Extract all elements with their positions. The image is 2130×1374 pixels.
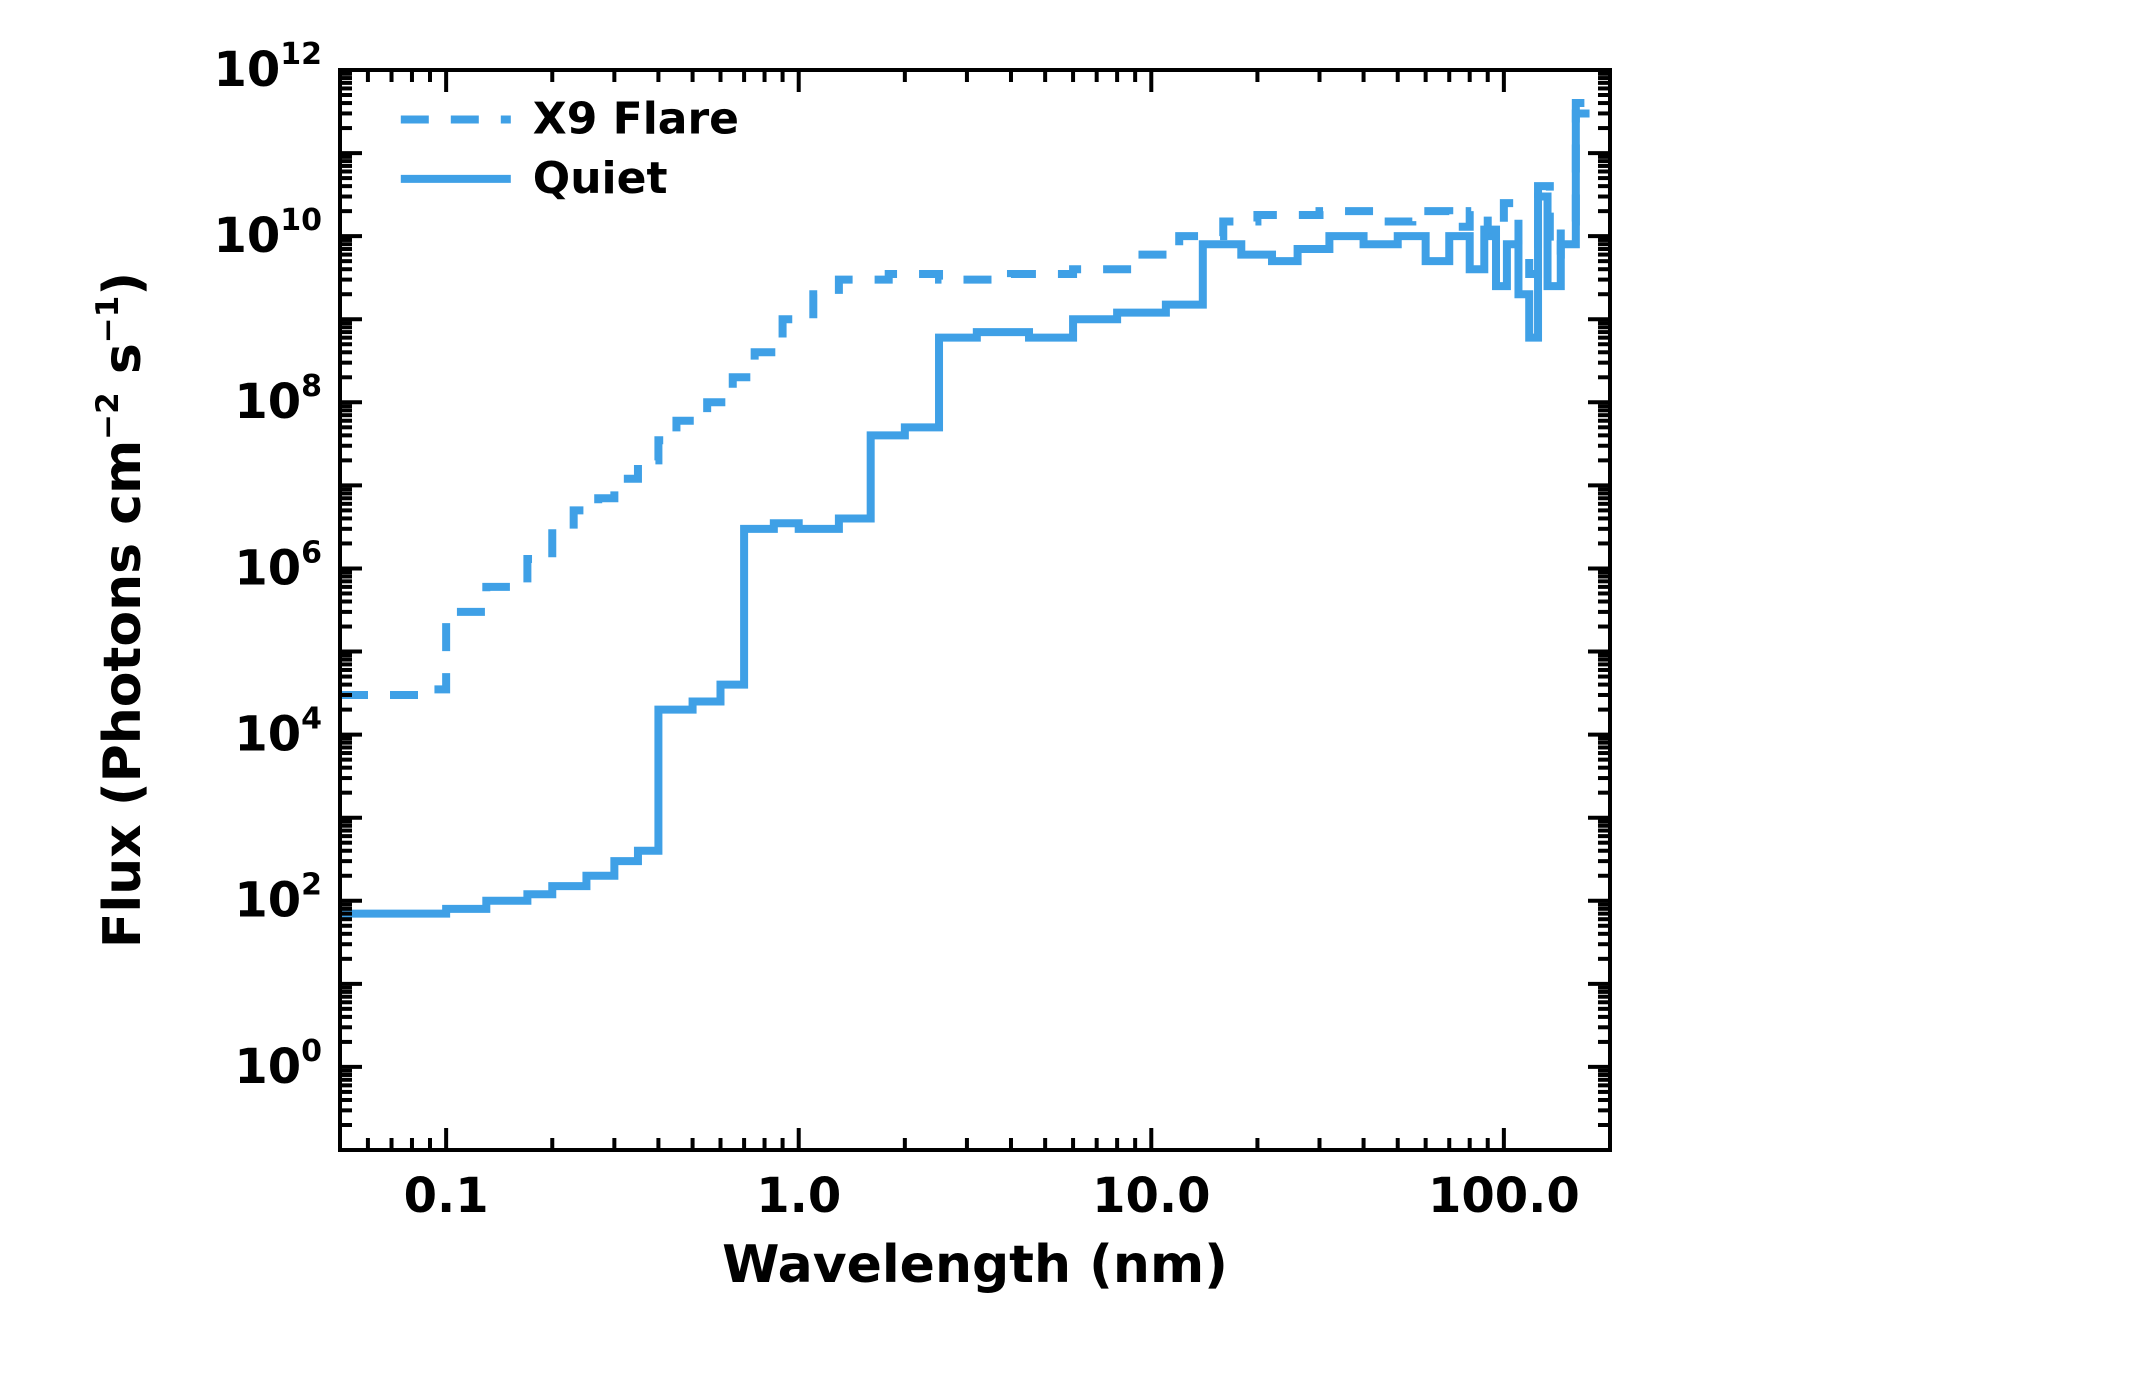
- legend-label: Quiet: [533, 153, 668, 204]
- x-tick-label: 10.0: [1092, 1168, 1210, 1224]
- chart-container: 0.11.010.0100.010010210410610810101012Wa…: [0, 0, 2130, 1374]
- x-axis-label: Wavelength (nm): [722, 1235, 1228, 1295]
- legend-label: X9 Flare: [533, 94, 739, 145]
- y-axis-label: Flux (Photons cm−2 s−1): [90, 272, 153, 948]
- x-tick-label: 0.1: [404, 1168, 489, 1224]
- flux-wavelength-chart: 0.11.010.0100.010010210410610810101012Wa…: [0, 0, 2130, 1374]
- x-tick-label: 100.0: [1428, 1168, 1580, 1224]
- x-tick-label: 1.0: [756, 1168, 841, 1224]
